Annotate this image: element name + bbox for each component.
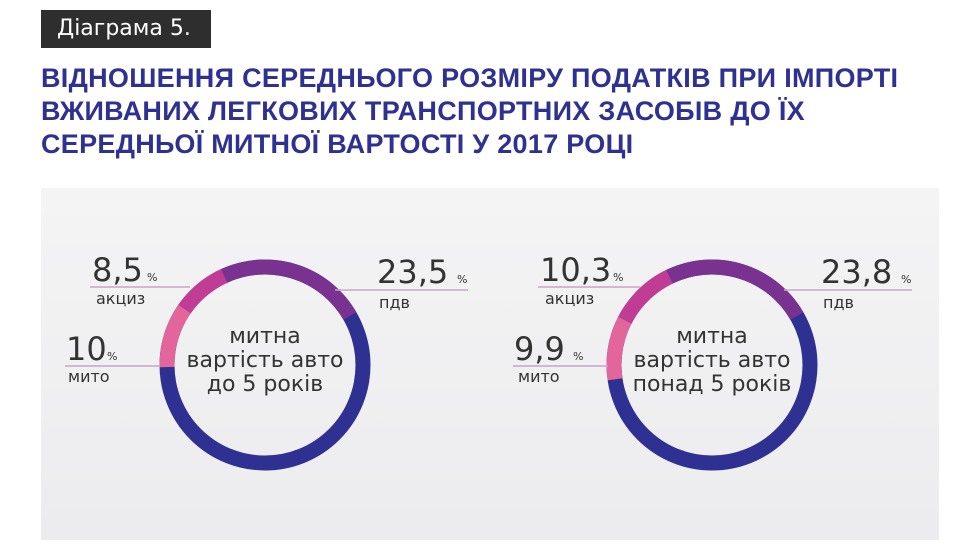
donut-1-unit-pdv: % xyxy=(457,273,467,286)
donut-1-slice-myto xyxy=(159,304,191,368)
donut-1-slice-akcyz xyxy=(178,269,228,314)
donut-2-center-line-2: вартість авто xyxy=(634,348,791,373)
chart-title: ВІДНОШЕННЯ СЕРЕДНЬОГО РОЗМІРУ ПОДАТКІВ П… xyxy=(41,62,941,161)
donut-2-slice-akcyz xyxy=(618,269,673,324)
donut-1-unit-akcyz: % xyxy=(147,271,157,284)
donut-1-label-pdv: пдв xyxy=(379,293,410,312)
donut-1-value-myto: 10 xyxy=(66,330,107,368)
donut-2-value-myto: 9,9 xyxy=(514,330,565,368)
donut-2-unit-myto: % xyxy=(573,350,583,363)
donut-1-value-akcyz: 8,5 xyxy=(92,251,143,289)
chart-panel xyxy=(41,188,939,540)
donut-2-slice-myto xyxy=(606,316,632,381)
title-line-3: СЕРЕДНЬОЇ МИТНОЇ ВАРТОСТІ У 2017 РОЦІ xyxy=(41,129,634,159)
donut-chart-2: митна вартість авто понад 5 років 23,8 %… xyxy=(513,251,912,471)
donut-1-slice-pdv xyxy=(221,259,357,320)
donut-chart-1: митна вартість авто до 5 років 23,5 % пд… xyxy=(65,251,468,471)
donut-1-value-pdv: 23,5 xyxy=(377,253,448,291)
donut-1-label-myto: мито xyxy=(68,367,110,386)
donut-1-center-line-1: митна xyxy=(229,324,301,349)
donut-1-label-akcyz: акциз xyxy=(96,289,145,308)
donut-1-unit-myto: % xyxy=(107,350,117,363)
donut-2-unit-pdv: % xyxy=(901,273,911,286)
donut-2-value-pdv: 23,8 xyxy=(821,253,892,291)
donut-1-center-line-2: вартість авто xyxy=(187,348,344,373)
donut-2-label-pdv: пдв xyxy=(823,293,854,312)
donut-2-slice-pdv xyxy=(666,259,804,320)
donut-2-label-myto: мито xyxy=(518,367,560,386)
donut-2-value-akcyz: 10,3 xyxy=(540,251,611,289)
title-line-1: ВІДНОШЕННЯ СЕРЕДНЬОГО РОЗМІРУ ПОДАТКІВ П… xyxy=(41,63,899,93)
diagram-number-badge: Діаграма 5. xyxy=(41,10,211,48)
donut-2-unit-akcyz: % xyxy=(613,271,623,284)
donut-2-label-akcyz: акциз xyxy=(545,289,594,308)
title-line-2: ВЖИВАНИХ ЛЕГКОВИХ ТРАНСПОРТНИХ ЗАСОБІВ Д… xyxy=(41,96,805,126)
donut-2-center-line-3: понад 5 років xyxy=(633,372,792,397)
donut-2-center-line-1: митна xyxy=(676,324,748,349)
donut-1-center-line-3: до 5 років xyxy=(207,372,323,397)
